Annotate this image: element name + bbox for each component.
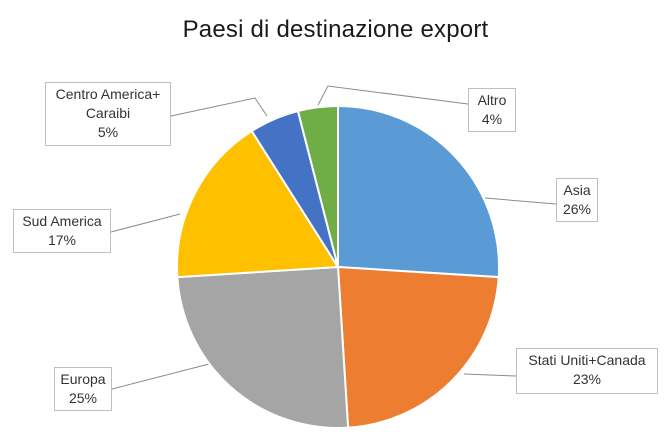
chart-title: Paesi di destinazione export — [182, 16, 489, 43]
pie-slice-altro — [296, 104, 339, 268]
leader-line — [463, 373, 517, 377]
leader-line — [110, 213, 181, 233]
data-label-stati-uniti-canada-name: Stati Uniti+Canada — [528, 352, 646, 368]
pie-slice-stati-uniti-canada — [336, 265, 500, 429]
leader-line — [317, 85, 469, 106]
pie-slice-europa — [176, 265, 350, 429]
leader-line — [170, 97, 268, 117]
data-label-sud-america: Sud America 17% — [13, 209, 111, 253]
leader-lines — [110, 85, 557, 390]
data-label-stati-uniti-canada: Stati Uniti+Canada 23% — [516, 348, 658, 394]
pie-slice-sud-america — [176, 129, 340, 279]
data-label-centro-america-caraibi: Centro America+ Caraibi 5% — [45, 82, 171, 146]
pie-slice-asia — [337, 104, 500, 279]
data-label-sud-america-name: Sud America — [22, 213, 102, 229]
data-label-altro-name: Altro — [477, 92, 507, 108]
data-label-stati-uniti-canada-value: 23% — [572, 371, 602, 387]
data-label-europa: Europa 25% — [54, 367, 112, 411]
data-label-centro-america-caraibi-name: Centro America+ Caraibi — [55, 86, 161, 121]
data-label-altro: Altro 4% — [468, 88, 516, 132]
data-label-asia-value: 26% — [562, 201, 592, 217]
data-label-asia-name: Asia — [563, 182, 591, 198]
data-label-asia: Asia 26% — [556, 178, 598, 222]
data-label-sud-america-value: 17% — [47, 232, 77, 248]
leader-line — [111, 363, 210, 390]
pie-slices — [176, 104, 500, 429]
data-label-europa-value: 25% — [68, 390, 98, 406]
data-label-altro-value: 4% — [481, 111, 503, 127]
data-label-europa-name: Europa — [60, 371, 106, 387]
leader-line — [484, 197, 557, 205]
data-label-centro-america-caraibi-value: 5% — [97, 124, 119, 140]
